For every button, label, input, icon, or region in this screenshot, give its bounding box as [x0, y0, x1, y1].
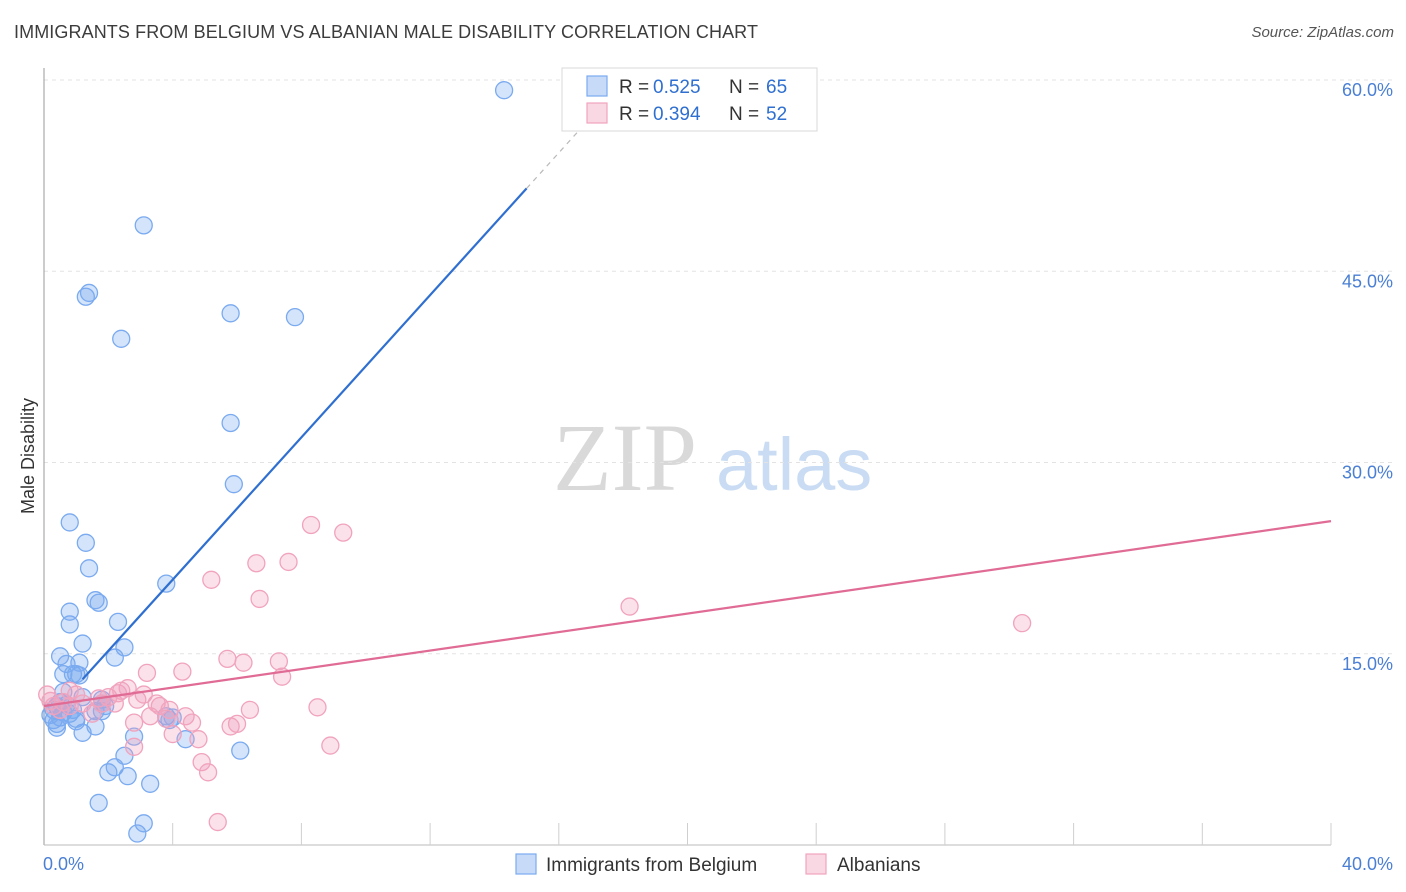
- x-tick-label-min: 0.0%: [43, 854, 84, 874]
- data-point[interactable]: [141, 774, 160, 793]
- series-belgium: [41, 81, 514, 843]
- trend-layer: [43, 95, 1332, 708]
- data-point[interactable]: [137, 663, 157, 683]
- data-point[interactable]: [334, 523, 353, 542]
- data-point[interactable]: [494, 81, 514, 100]
- data-point[interactable]: [60, 615, 79, 634]
- y-tick-label: 45.0%: [1342, 271, 1393, 291]
- data-point[interactable]: [221, 304, 240, 323]
- y-tick-label: 30.0%: [1342, 463, 1393, 483]
- stats-legend-n-label-albanians: N =: [729, 104, 764, 125]
- series-legend-swatch-belgium[interactable]: [515, 853, 537, 875]
- data-point[interactable]: [54, 665, 73, 684]
- data-point[interactable]: [128, 824, 147, 843]
- stats-legend-r-label-belgium: R =: [619, 77, 654, 98]
- data-point[interactable]: [247, 554, 266, 573]
- data-point[interactable]: [124, 713, 144, 732]
- stats-legend-n-label-belgium: N =: [729, 77, 764, 98]
- series-legend-label-belgium[interactable]: Immigrants from Belgium: [546, 855, 757, 876]
- data-point[interactable]: [301, 515, 321, 535]
- trend-line-albanians: [43, 520, 1332, 708]
- x-minor-ticks: [172, 823, 1332, 845]
- watermark-zip: ZIP: [553, 404, 697, 511]
- data-point[interactable]: [76, 533, 95, 552]
- data-point[interactable]: [70, 653, 89, 672]
- stats-legend-r-value-albanians: 0.394: [653, 104, 701, 125]
- data-point[interactable]: [224, 475, 243, 494]
- data-point[interactable]: [1012, 614, 1032, 633]
- data-point[interactable]: [192, 752, 211, 772]
- data-point[interactable]: [115, 638, 134, 657]
- stats-legend-r-label-albanians: R =: [619, 104, 654, 125]
- gridlines: [44, 79, 1395, 655]
- series-legend: Immigrants from Belgium Albanians: [515, 853, 920, 876]
- data-point[interactable]: [250, 589, 269, 609]
- data-point[interactable]: [218, 649, 237, 668]
- stats-legend-n-value-belgium: 65: [766, 77, 787, 98]
- stats-legend-swatch-belgium: [586, 75, 608, 97]
- data-point[interactable]: [89, 793, 108, 813]
- data-point[interactable]: [79, 283, 99, 303]
- chart-source: Source: ZipAtlas.com: [1251, 24, 1394, 41]
- data-point[interactable]: [89, 593, 108, 612]
- data-point[interactable]: [160, 700, 179, 719]
- stats-legend-box: [561, 67, 818, 132]
- watermark-atlas: atlas: [716, 423, 872, 506]
- series-layer: [38, 81, 1032, 843]
- data-point[interactable]: [173, 662, 192, 681]
- data-point[interactable]: [198, 763, 218, 782]
- trend-line-belgium: [81, 187, 528, 680]
- data-point[interactable]: [60, 602, 79, 621]
- data-point[interactable]: [208, 812, 227, 832]
- stats-legend-swatch-albanians: [586, 102, 608, 124]
- data-point[interactable]: [112, 329, 131, 348]
- data-point[interactable]: [163, 724, 182, 744]
- series-legend-swatch-albanians[interactable]: [805, 853, 827, 875]
- data-point[interactable]: [60, 513, 79, 532]
- data-point[interactable]: [321, 736, 340, 755]
- stats-legend-r-value-belgium: 0.525: [653, 77, 701, 98]
- data-point[interactable]: [60, 681, 79, 700]
- data-point[interactable]: [108, 612, 128, 632]
- data-point[interactable]: [134, 814, 153, 833]
- data-point[interactable]: [73, 634, 92, 653]
- data-point[interactable]: [79, 559, 99, 578]
- data-point[interactable]: [67, 712, 86, 731]
- y-tick-label: 60.0%: [1342, 80, 1393, 100]
- data-point[interactable]: [240, 700, 260, 719]
- data-point[interactable]: [157, 574, 176, 593]
- data-point[interactable]: [234, 653, 253, 672]
- data-point[interactable]: [182, 713, 202, 732]
- chart-title: IMMIGRANTS FROM BELGIUM VS ALBANIAN MALE…: [14, 22, 759, 42]
- y-axis-label: Male Disability: [18, 398, 38, 514]
- data-point[interactable]: [269, 652, 289, 671]
- data-point[interactable]: [134, 216, 153, 235]
- watermark: ZIP atlas: [553, 404, 872, 511]
- y-tick-label: 15.0%: [1342, 654, 1393, 674]
- series-legend-label-albanians[interactable]: Albanians: [837, 855, 920, 876]
- data-point[interactable]: [189, 730, 208, 749]
- x-tick-label-max: 40.0%: [1342, 854, 1393, 874]
- data-point[interactable]: [202, 570, 221, 589]
- data-point[interactable]: [227, 714, 247, 734]
- data-point[interactable]: [308, 698, 327, 717]
- data-point[interactable]: [231, 741, 250, 760]
- data-point[interactable]: [285, 307, 305, 327]
- data-point[interactable]: [47, 718, 67, 737]
- data-point[interactable]: [620, 597, 639, 616]
- stats-legend-n-value-albanians: 52: [766, 104, 787, 125]
- y-tick-labels: 15.0% 30.0% 45.0% 60.0%: [1342, 80, 1393, 674]
- data-point[interactable]: [124, 727, 144, 746]
- data-point[interactable]: [124, 737, 144, 756]
- data-point[interactable]: [118, 767, 137, 786]
- stats-legend: R = 0.525 N = 65 R = 0.394 N = 52: [561, 67, 818, 132]
- data-point[interactable]: [86, 591, 105, 610]
- data-point[interactable]: [279, 552, 298, 572]
- data-point[interactable]: [221, 413, 240, 433]
